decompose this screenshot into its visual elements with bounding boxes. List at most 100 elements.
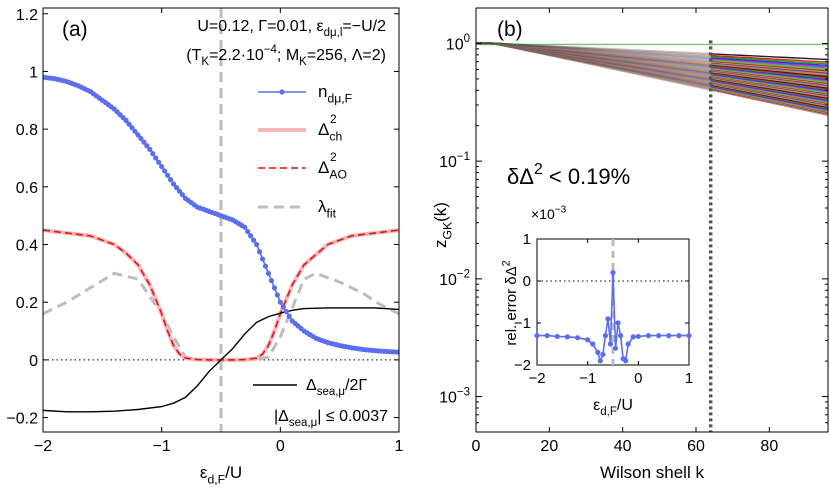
- flow-line-faint: [476, 42, 711, 82]
- series-n-point: [126, 121, 132, 127]
- inset-y-tick-label: −2: [514, 357, 531, 374]
- inset-point: [600, 351, 606, 358]
- flow-line-faint: [476, 42, 711, 68]
- series-n-point: [259, 256, 266, 262]
- legend-label: ndμ,F: [318, 82, 352, 105]
- flow-line-faint: [476, 42, 711, 78]
- flow-line-faint: [476, 42, 711, 76]
- flow-line: [710, 60, 828, 72]
- inset-point: [554, 333, 560, 340]
- axes-a: [42, 7, 400, 433]
- y-tick-label: 0.6: [16, 180, 38, 197]
- series-n-point: [248, 233, 254, 239]
- series-n-point: [254, 241, 260, 248]
- series-n-point: [153, 155, 159, 161]
- inset-point: [564, 334, 571, 340]
- flow-line-faint: [476, 42, 711, 70]
- series-n-point: [159, 164, 165, 170]
- flow-line: [710, 59, 828, 71]
- inset-point: [590, 341, 596, 347]
- flow-line-faint: [476, 42, 711, 73]
- x-tick-label: 80: [760, 438, 778, 455]
- legend-label-sea: Δsea,μ/2Γ: [306, 377, 367, 398]
- flow-line: [710, 57, 828, 67]
- inset-point: [615, 320, 621, 326]
- y-tick-label: 1.2: [16, 7, 38, 24]
- flow-line-faint: [476, 42, 711, 66]
- flow-line-faint: [476, 42, 711, 64]
- inset-x-axis-label: εd,F/U: [593, 397, 633, 418]
- inset-point: [625, 341, 631, 347]
- flow-line: [710, 61, 828, 74]
- legend-label-sup: 2: [330, 112, 337, 126]
- flow-line-faint: [476, 42, 711, 79]
- flow-line-faint: [476, 42, 711, 84]
- x-axis-label: εd,F/U: [200, 463, 242, 486]
- inset-point: [574, 335, 581, 341]
- flow-line-faint: [476, 42, 711, 74]
- series-n-point: [277, 299, 283, 305]
- series-n-point: [268, 277, 275, 284]
- flow-line-faint: [476, 42, 711, 81]
- flow-line-faint: [476, 42, 711, 84]
- inset-point: [607, 341, 614, 347]
- series-n-point: [262, 263, 269, 269]
- series-n-point: [132, 128, 138, 134]
- flow-line-faint: [476, 42, 711, 71]
- flow-line-faint: [476, 42, 711, 85]
- flow-line-faint: [476, 42, 711, 64]
- flow-line-faint: [476, 42, 711, 76]
- legend-marker-n: [279, 89, 285, 95]
- inset-x-tick-label: 0: [634, 370, 642, 387]
- y-tick-label: 10−2: [439, 269, 470, 289]
- flow-line-faint: [476, 42, 711, 88]
- flow-line-faint: [476, 42, 711, 87]
- flow-line: [710, 54, 828, 63]
- inset-x-tick-label: −2: [528, 370, 545, 387]
- series-lambda-fit: [43, 271, 399, 362]
- panel-label-b: (b): [497, 18, 523, 41]
- parameters-line-2: (TK=2.2·10−4; MK=256, Λ=2): [186, 44, 386, 68]
- inset-point: [610, 270, 616, 276]
- series-n-point: [167, 177, 174, 183]
- inset-point: [686, 333, 692, 339]
- flow-line-faint: [476, 42, 711, 83]
- legend-label: λfit: [318, 197, 337, 220]
- series-n-point: [242, 224, 248, 230]
- series-n-point: [173, 184, 180, 191]
- y-tick-label: 0.8: [16, 122, 38, 139]
- series-n-point: [170, 181, 177, 187]
- series-n-point: [135, 132, 141, 138]
- series-n-point: [123, 117, 129, 124]
- series-n-point: [251, 237, 257, 243]
- inset-y-tick-label: −1: [514, 315, 531, 332]
- legend-label: ΔAO: [318, 158, 347, 181]
- flow-line-faint: [476, 42, 711, 87]
- panel-a: −2 −1 0 1 −0.2 0 0.2 0.4 0.6 0.8 1 1.2 εd,F/U (a) U=0.…: [6, 7, 403, 487]
- y-tick-label: 0.2: [16, 295, 38, 312]
- flow-line-faint: [476, 42, 711, 80]
- inset-x-tick-label: 1: [685, 370, 693, 387]
- series-n-point: [274, 292, 280, 298]
- inset-multiplier: ×10−3: [531, 205, 567, 222]
- inset-point: [645, 333, 652, 339]
- inset-point: [602, 333, 609, 339]
- x-tick-label: 40: [614, 438, 632, 455]
- plot-area: [476, 40, 828, 432]
- plot-area: [43, 8, 399, 432]
- flow-line-faint: [476, 42, 711, 79]
- series-n-point: [150, 151, 156, 157]
- series-n-point: [245, 228, 251, 235]
- y-axis-label: zGK(k): [431, 202, 454, 248]
- flow-line-faint: [476, 42, 711, 90]
- legend-label-sup: 2: [330, 150, 337, 164]
- inset-x-tick-label: −1: [579, 370, 596, 387]
- x-tick-label: 0: [472, 438, 481, 455]
- flow-line: [710, 66, 828, 81]
- flow-line-faint: [476, 42, 711, 77]
- series-n-point: [179, 192, 186, 198]
- flow-line-faint: [476, 42, 711, 82]
- series-n-point: [283, 308, 289, 315]
- flow-line-faint: [476, 42, 711, 78]
- flow-line: [710, 56, 828, 65]
